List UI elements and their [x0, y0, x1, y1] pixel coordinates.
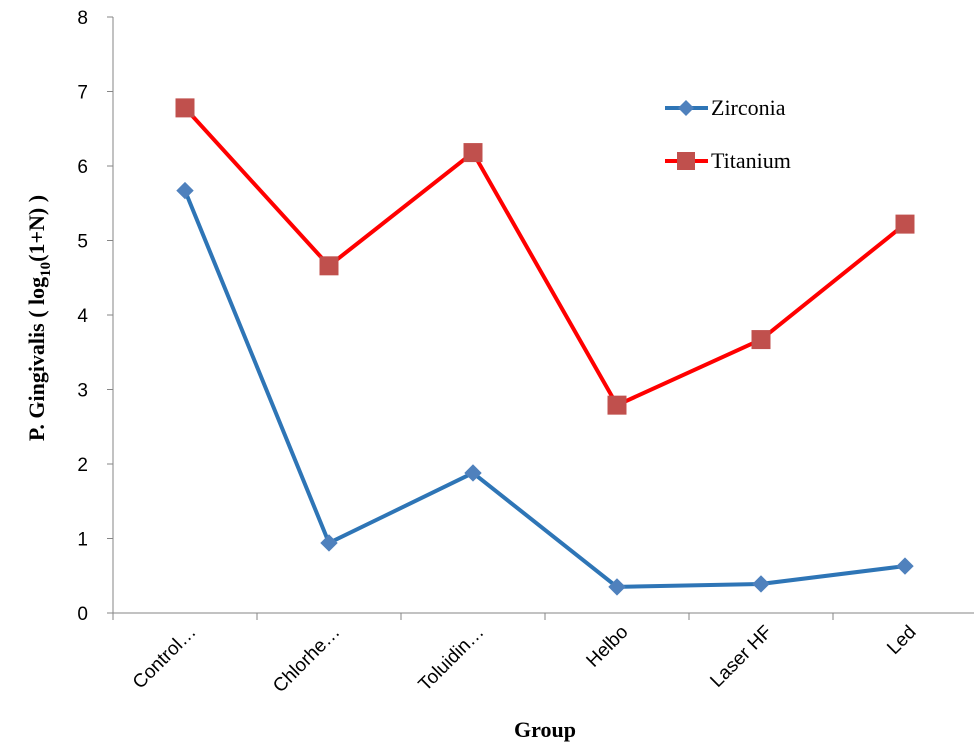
y-tick-label: 3: [77, 381, 88, 402]
y-axis-title: P. Gingivalis ( log10(1+N) ): [24, 195, 54, 441]
legend: Zirconia Titanium: [665, 95, 791, 173]
axes: [112, 17, 974, 614]
y-tick-label: 0: [77, 604, 88, 625]
legend-item-titanium: Titanium: [665, 148, 791, 173]
y-tick-label: 1: [77, 530, 88, 551]
series-line: [183, 189, 906, 589]
x-tick-label: Helbo: [583, 622, 633, 672]
data-point-marker: [176, 181, 194, 200]
y-tick-label: 4: [77, 306, 88, 327]
data-point-marker: [607, 395, 627, 415]
x-tick-label: Led: [883, 622, 920, 659]
x-tick-label: Control…: [129, 622, 201, 694]
data-point-marker: [896, 557, 914, 575]
data-point-marker: [319, 256, 339, 276]
x-axis-title: Group: [514, 717, 576, 742]
data-point-marker: [608, 578, 626, 596]
x-axis-ticks: Control… Chlorhe… Toluidin… Helbo Laser HF Le…: [112, 613, 921, 697]
legend-marker: [678, 100, 694, 116]
x-tick-label: Laser HF: [706, 622, 776, 692]
data-point-marker: [463, 143, 483, 163]
x-tick-label: Chlorhe…: [269, 622, 344, 697]
data-point-marker: [464, 464, 482, 482]
legend-item-zirconia: Zirconia: [665, 95, 786, 120]
legend-label: Zirconia: [711, 95, 786, 120]
legend-label: Titanium: [711, 148, 791, 173]
data-point-marker: [751, 330, 771, 350]
series-zirconia: [176, 181, 914, 596]
y-axis-ticks: 0 1 2 3 4 5 6 7 8: [77, 8, 113, 625]
legend-marker: [677, 152, 695, 170]
data-point-marker: [752, 575, 770, 593]
y-tick-label: 8: [77, 8, 88, 29]
y-tick-label: 7: [77, 83, 88, 104]
data-point-marker: [175, 98, 195, 118]
y-axis-title-suffix: (1+N) ): [24, 195, 49, 262]
series-group: [175, 98, 915, 596]
x-tick-label: Toluidin…: [415, 622, 489, 696]
y-axis-title-subscript: 10: [38, 262, 54, 277]
data-point-marker: [895, 214, 915, 234]
series-line: [183, 106, 907, 408]
y-axis-title-prefix: P. Gingivalis ( log: [24, 277, 49, 441]
y-tick-label: 2: [77, 455, 88, 476]
y-tick-label: 6: [77, 157, 88, 178]
series-titanium: [175, 98, 915, 415]
data-point-marker: [320, 534, 338, 552]
y-tick-label: 5: [77, 232, 88, 253]
